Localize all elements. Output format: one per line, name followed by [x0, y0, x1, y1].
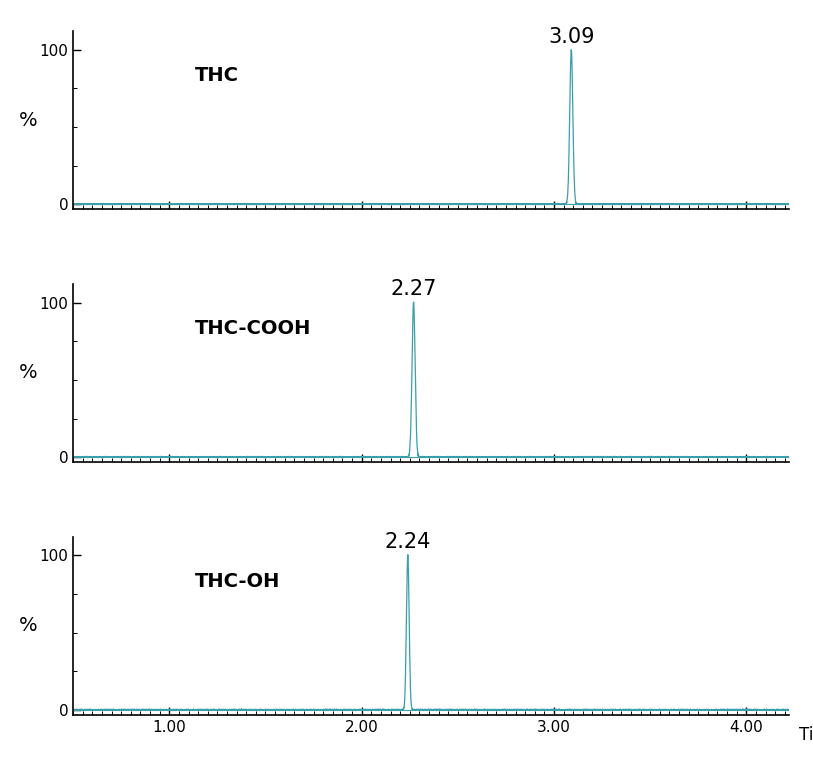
Y-axis label: %: %: [19, 616, 37, 636]
Y-axis label: %: %: [19, 364, 37, 382]
Text: THC-OH: THC-OH: [195, 572, 280, 591]
Text: Time: Time: [799, 726, 813, 744]
Text: 2.27: 2.27: [390, 280, 437, 299]
Y-axis label: %: %: [19, 110, 37, 130]
Text: THC-COOH: THC-COOH: [195, 319, 311, 338]
Text: 2.24: 2.24: [385, 532, 431, 552]
Text: THC: THC: [195, 66, 239, 85]
Text: 3.09: 3.09: [548, 26, 594, 47]
